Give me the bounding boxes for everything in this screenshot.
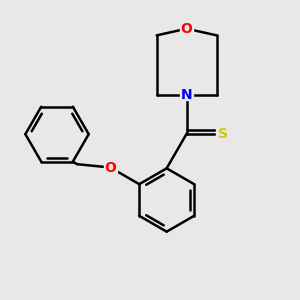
Text: O: O	[181, 22, 193, 36]
Bar	[216, 129, 231, 139]
Text: O: O	[181, 22, 193, 36]
Text: N: N	[181, 88, 193, 102]
Text: O: O	[104, 160, 116, 175]
Text: S: S	[218, 127, 228, 141]
Text: N: N	[181, 88, 193, 102]
Bar	[104, 163, 117, 172]
Text: O: O	[104, 160, 116, 175]
Bar	[180, 90, 193, 100]
Text: S: S	[218, 127, 228, 141]
Bar	[180, 24, 193, 34]
